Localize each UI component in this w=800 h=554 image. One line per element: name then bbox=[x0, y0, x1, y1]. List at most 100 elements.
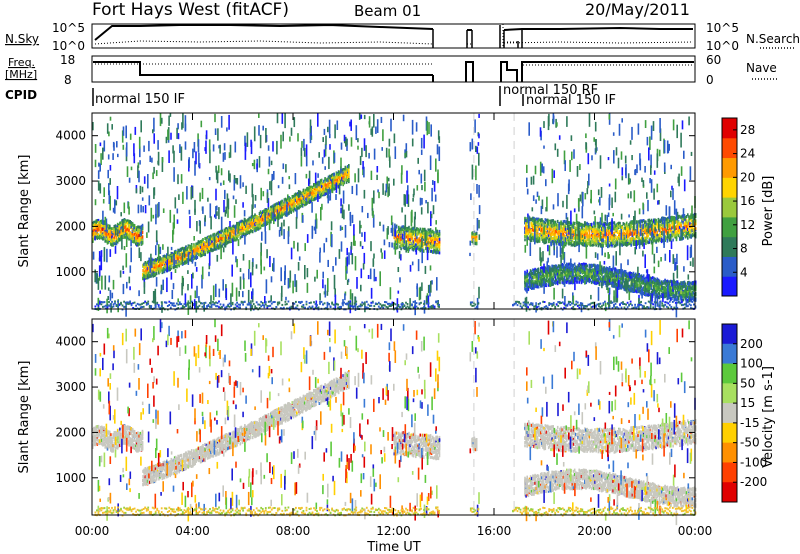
echo-point bbox=[141, 241, 144, 245]
nsky-label: N.Sky bbox=[5, 32, 39, 46]
echo-point bbox=[194, 256, 196, 260]
echo-point bbox=[103, 232, 105, 236]
echo-point bbox=[156, 267, 159, 271]
echo-point bbox=[172, 265, 175, 269]
echo-point bbox=[101, 230, 103, 234]
echo-point bbox=[139, 240, 142, 244]
echo-point bbox=[209, 235, 211, 239]
power-data bbox=[92, 113, 697, 318]
echo-point bbox=[112, 227, 114, 231]
echo-point bbox=[116, 238, 119, 242]
echo-point bbox=[201, 239, 203, 243]
echo-point bbox=[161, 263, 164, 266]
echo-point bbox=[584, 236, 586, 240]
echo-point bbox=[163, 257, 166, 261]
echo-point bbox=[120, 230, 122, 234]
echo-point bbox=[145, 262, 148, 266]
echo-point bbox=[178, 264, 180, 268]
nave-trace bbox=[95, 63, 694, 66]
echo-point bbox=[135, 242, 137, 246]
echo-point bbox=[102, 237, 104, 241]
echo-point bbox=[143, 271, 145, 275]
echo-point bbox=[153, 266, 156, 270]
echo-point bbox=[132, 224, 135, 228]
echo-point bbox=[196, 246, 199, 250]
echo-point bbox=[184, 247, 186, 251]
echo-point bbox=[92, 233, 94, 237]
echo-point bbox=[169, 267, 171, 270]
echo-point bbox=[223, 228, 226, 232]
echo-point bbox=[107, 235, 110, 239]
echo-point bbox=[198, 240, 201, 244]
echo-point bbox=[137, 232, 139, 236]
echo-point bbox=[188, 258, 191, 262]
echo-point bbox=[170, 251, 173, 255]
echo-point bbox=[212, 248, 214, 252]
echo-point bbox=[130, 237, 132, 241]
echo-point bbox=[113, 235, 116, 239]
echo-point bbox=[201, 246, 203, 250]
echo-point bbox=[133, 224, 136, 227]
echo-point bbox=[131, 238, 134, 242]
echo-point bbox=[194, 252, 196, 255]
echo-point bbox=[163, 265, 166, 268]
echo-point bbox=[193, 247, 195, 251]
echo-point bbox=[210, 237, 212, 241]
echo-point bbox=[94, 233, 96, 237]
echo-point bbox=[162, 260, 165, 264]
echo-point bbox=[93, 220, 95, 224]
echo-point bbox=[213, 234, 216, 238]
echo-point bbox=[193, 244, 195, 248]
echo-point bbox=[348, 173, 350, 177]
echo-point bbox=[112, 232, 114, 236]
echo-point bbox=[109, 224, 111, 228]
echo-point bbox=[202, 251, 204, 255]
echo-point bbox=[225, 233, 228, 237]
echo-point bbox=[186, 251, 188, 254]
echo-point bbox=[172, 253, 175, 257]
echo-point bbox=[169, 261, 171, 264]
echo-point bbox=[133, 226, 136, 230]
nsearch-tick-top: 10^5 bbox=[706, 21, 739, 35]
echo-point bbox=[123, 223, 126, 226]
echo-point bbox=[115, 242, 118, 246]
echo-point bbox=[135, 235, 137, 239]
echo-point bbox=[137, 228, 139, 232]
echo-point bbox=[125, 224, 128, 228]
echo-point bbox=[144, 271, 147, 275]
echo-point bbox=[194, 248, 196, 252]
echo-point bbox=[137, 236, 139, 240]
echo-point bbox=[135, 229, 137, 233]
echo-point bbox=[206, 239, 209, 243]
echo-point bbox=[209, 240, 211, 244]
echo-point bbox=[214, 234, 217, 238]
echo-point bbox=[104, 239, 106, 243]
echo-point bbox=[222, 238, 225, 242]
echo-point bbox=[154, 272, 157, 276]
nsky-trace bbox=[94, 23, 693, 41]
echo-point bbox=[175, 264, 177, 268]
echo-point bbox=[141, 231, 144, 234]
nave-tick-top: 60 bbox=[706, 53, 721, 67]
echo-point bbox=[475, 238, 478, 242]
echo-point bbox=[400, 247, 402, 251]
freq-panel: Freq. [MHz] 18 8 60 0 Nave bbox=[5, 53, 778, 87]
echo-point bbox=[127, 236, 129, 240]
echo-point bbox=[95, 229, 97, 233]
echo-point bbox=[142, 277, 144, 280]
echo-point bbox=[132, 240, 135, 244]
echo-point bbox=[176, 261, 178, 265]
echo-point bbox=[125, 221, 128, 225]
echo-point bbox=[221, 237, 223, 240]
echo-point bbox=[175, 254, 177, 257]
echo-point bbox=[183, 258, 185, 262]
echo-point bbox=[205, 245, 208, 249]
echo-point bbox=[161, 269, 164, 273]
echo-point bbox=[96, 230, 99, 234]
echo-point bbox=[136, 239, 138, 243]
echo-point bbox=[236, 237, 238, 241]
echo-point bbox=[129, 226, 131, 229]
echo-point bbox=[119, 221, 121, 225]
echo-point bbox=[136, 233, 138, 237]
nsearch-label: N.Search bbox=[746, 32, 800, 46]
